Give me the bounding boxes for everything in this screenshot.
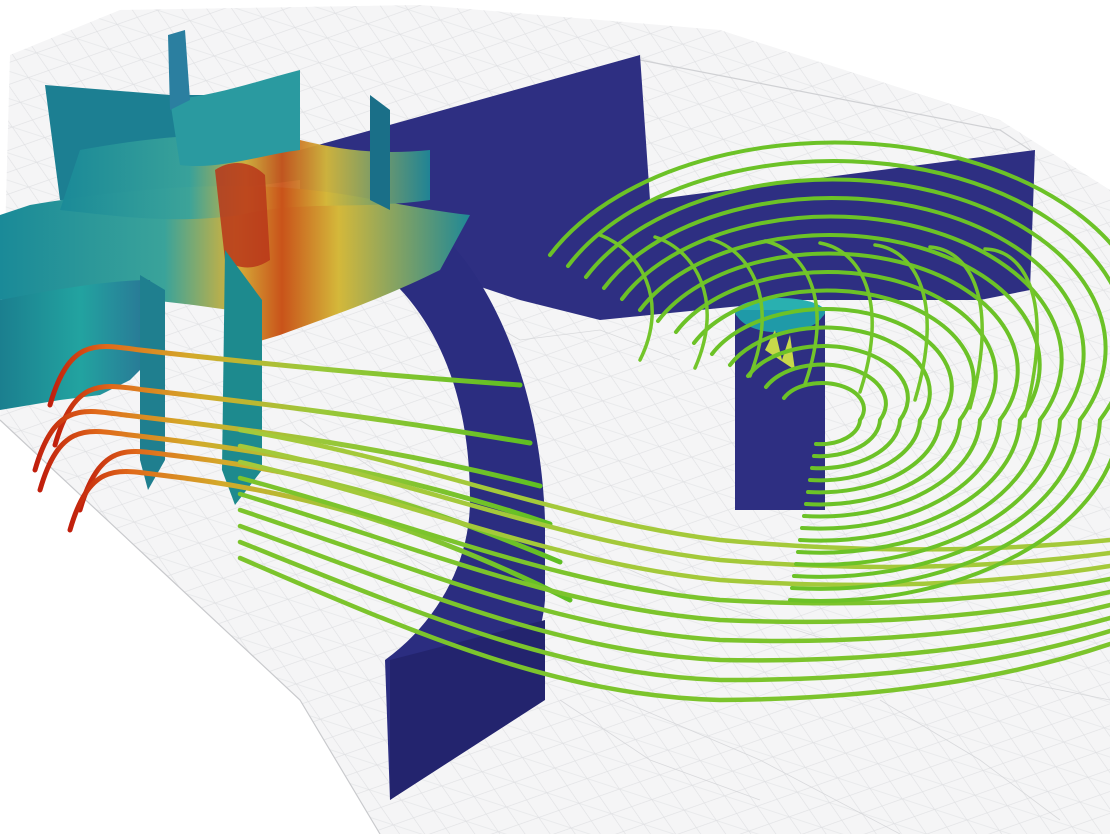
inlet-streamline — [52, 383, 533, 448]
upper-streamline — [983, 247, 1039, 418]
vortex-streamline — [548, 140, 1110, 603]
sweep-streamline — [237, 507, 1110, 644]
vortex-streamline — [638, 232, 1042, 543]
inlet-streamline — [67, 468, 573, 603]
inlet-streamline — [32, 408, 543, 489]
sweep-streamline — [237, 475, 1110, 606]
vortex-streamline — [710, 307, 954, 495]
top-column — [168, 30, 190, 110]
vortex-streamline — [746, 344, 910, 471]
streamline-group — [32, 140, 1110, 703]
upper-streamline — [818, 241, 874, 394]
hot-core — [215, 163, 270, 268]
inlet-streamline — [47, 343, 523, 408]
top-slice-surface — [170, 70, 300, 167]
sweep-streamline — [237, 555, 1110, 703]
upper-streamline — [653, 235, 709, 370]
upper-streamline — [873, 243, 929, 402]
vortex-streamline — [656, 251, 1020, 531]
vortex-streamline — [728, 325, 932, 483]
sweep-streamline — [237, 491, 1110, 625]
slice-panel-c — [370, 95, 390, 210]
vortex-streamline — [692, 288, 976, 507]
sweep-streamline — [237, 459, 1110, 588]
sweep-streamline — [237, 523, 1110, 663]
upper-streamline — [928, 245, 984, 410]
upper-streamline — [708, 237, 764, 378]
slice-panel-a — [140, 275, 165, 490]
vortex-streamline — [602, 196, 1086, 567]
inlet-streamline — [37, 428, 553, 527]
slice-panel-b — [222, 250, 262, 505]
vortex-streamline — [620, 214, 1064, 555]
vortex-streamline — [764, 362, 888, 459]
vortex-streamline — [674, 270, 998, 519]
left-slice-surface — [0, 280, 160, 410]
upper-streamline — [763, 239, 819, 386]
sweep-streamline — [237, 539, 1110, 683]
upper-streamline — [598, 233, 654, 362]
vortex-streamline — [566, 159, 1110, 591]
cylinder-obstacle — [735, 298, 825, 510]
vortex-streamline — [584, 177, 1108, 579]
